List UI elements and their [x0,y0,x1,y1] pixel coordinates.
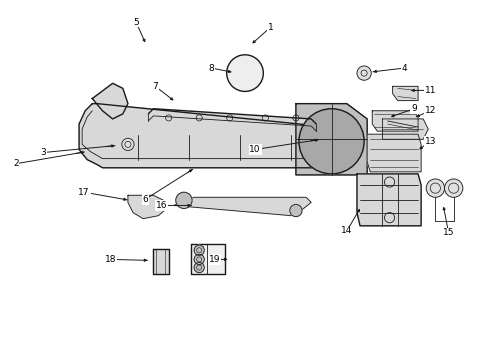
Text: 7: 7 [152,82,158,91]
Text: 13: 13 [424,137,435,146]
Polygon shape [173,197,310,216]
Polygon shape [371,111,417,131]
Circle shape [194,254,204,265]
Circle shape [426,179,444,197]
Text: 8: 8 [208,63,214,72]
Circle shape [226,55,263,91]
Polygon shape [392,86,417,100]
Circle shape [356,66,370,80]
Circle shape [194,245,204,255]
Text: 5: 5 [133,18,139,27]
Text: 19: 19 [208,255,220,264]
Polygon shape [79,104,349,168]
Text: 11: 11 [424,86,435,95]
Text: 16: 16 [156,201,167,210]
Polygon shape [191,244,224,274]
Polygon shape [382,119,427,139]
Polygon shape [153,249,168,274]
Text: 6: 6 [142,195,148,204]
Polygon shape [356,174,420,226]
Circle shape [194,262,204,273]
Polygon shape [148,109,316,131]
Text: 15: 15 [442,229,453,238]
Text: 14: 14 [341,226,352,235]
Polygon shape [366,134,420,172]
Text: 1: 1 [267,23,273,32]
Text: 10: 10 [249,145,261,154]
Text: 2: 2 [13,159,19,168]
Circle shape [122,138,134,150]
Text: 4: 4 [401,63,407,72]
Text: 18: 18 [104,255,116,264]
Polygon shape [295,104,366,175]
Text: 9: 9 [410,104,416,113]
Circle shape [298,109,364,174]
Text: 17: 17 [78,188,90,197]
Circle shape [175,192,192,208]
Polygon shape [92,83,128,119]
Text: 12: 12 [424,106,435,115]
Polygon shape [128,195,166,219]
Circle shape [289,204,302,217]
Circle shape [444,179,462,197]
Text: 3: 3 [41,148,46,157]
